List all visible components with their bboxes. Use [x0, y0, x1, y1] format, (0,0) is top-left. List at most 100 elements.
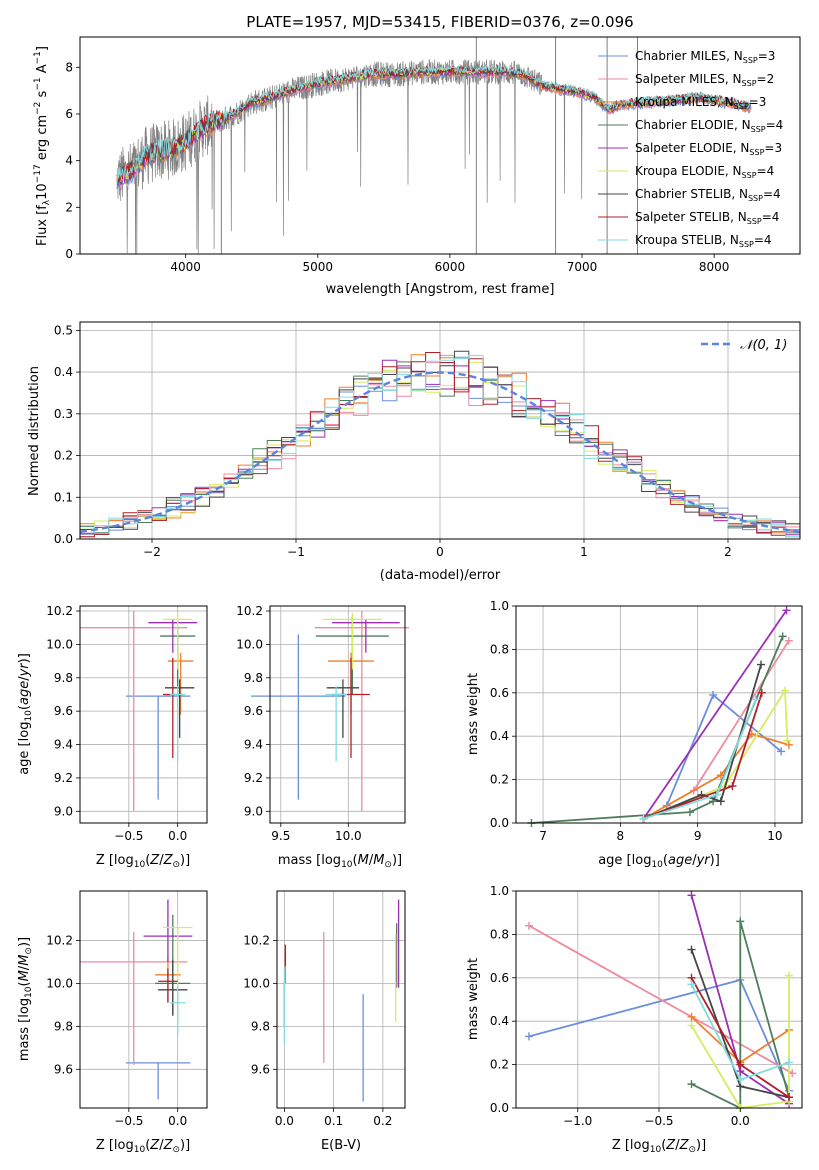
residuals-panel: −2 −1 0 1 2 0.0 0.1 0.2 0.3 0.4 0.5 (data-model)/e… [27, 321, 801, 583]
spectrum-xlabel: wavelength [Angstrom, rest frame] [326, 282, 555, 297]
residuals-xtick-label: 1 [580, 545, 588, 559]
residuals-ytick-label: 0.0 [54, 532, 73, 546]
weight-vs-age-point-marker [751, 695, 760, 704]
weight-vs-Z-xlabel: Z [log10(Z/Z⊙)] [612, 1138, 706, 1155]
weight-vs-age-xtick-label: 8 [617, 829, 625, 843]
weight-vs-Z-series-line [690, 975, 790, 1109]
mass-vs-EBV-ytick-label: 9.6 [251, 1062, 270, 1076]
legend-label: Salpeter STELIB, NSSP=4 [635, 210, 779, 226]
weight-vs-Z-ytick-label: 0.6 [490, 971, 509, 985]
weight-vs-age-point-marker [757, 660, 766, 669]
spectrum-traces [116, 37, 752, 254]
weight-vs-Z-panel: −1.0 −0.5 0.0 0.0 0.2 0.4 0.6 0.8 1.0 Z [log10(Z… [466, 884, 803, 1155]
weight-vs-Z-xtick-label: −0.5 [644, 1114, 673, 1128]
weight-vs-Z-point-marker [785, 1058, 793, 1067]
residuals-xtick-label: −2 [143, 545, 161, 559]
residuals-ytick-label: 0.2 [54, 449, 73, 463]
spectrum-ytick-label: 4 [65, 154, 73, 168]
weight-vs-Z-ylabel: mass weight [466, 958, 481, 1040]
age-vs-Z-ytick-label: 9.2 [54, 771, 73, 785]
mass-vs-Z-ytick-label: 9.8 [54, 1019, 73, 1033]
mass-vs-EBV-panel: 0.0 0.1 0.2 9.6 9.8 10.0 10.2 E(B-V) [243, 890, 406, 1153]
weight-vs-Z-point-marker [687, 980, 696, 989]
weight-vs-age-series-line [642, 609, 788, 820]
normal-curve-line [80, 371, 800, 533]
residual-histogram-step [80, 359, 800, 538]
age-vs-Z-ytick-label: 9.6 [54, 704, 73, 718]
weight-vs-age-ytick-label: 1.0 [490, 599, 509, 613]
age-vs-mass-ytick-label: 9.6 [244, 704, 263, 718]
weight-vs-age-point-marker [685, 808, 694, 817]
spectrum-xtick-label: 5000 [303, 260, 334, 274]
weight-vs-age-xtick-label: 9 [694, 829, 702, 843]
spectrum-legend: Chabrier MILES, NSSP=3 Salpeter MILES, NS… [598, 49, 783, 249]
weight-vs-Z-series-line [691, 921, 790, 1110]
mass-vs-Z-xtick-label: −0.5 [114, 1114, 143, 1128]
weight-vs-age-point-marker [784, 740, 793, 749]
age-vs-Z-ylabel: age [log10(age/yr)] [17, 653, 34, 775]
residuals-xtick-label: −1 [287, 545, 305, 559]
weight-vs-Z-point-marker [736, 1075, 745, 1084]
legend-label: Salpeter ELODIE, NSSP=3 [635, 141, 782, 157]
weight-vs-Z-xtick-label: 0.0 [731, 1114, 750, 1128]
weight-vs-age-point-marker [777, 747, 786, 756]
legend-label: Kroupa MILES, NSSP=3 [635, 95, 766, 111]
weight-vs-age-ytick-label: 0.6 [490, 686, 509, 700]
figure-title: PLATE=1957, MJD=53415, FIBERID=0376, z=0… [246, 13, 633, 31]
legend-label: Kroupa STELIB, NSSP=4 [635, 233, 772, 249]
mass-vs-EBV-xtick-label: 0.2 [373, 1114, 392, 1128]
weight-vs-Z-point-marker [687, 891, 696, 900]
age-vs-mass-ytick-label: 10.0 [236, 637, 263, 651]
legend-label: Chabrier ELODIE, NSSP=4 [635, 118, 783, 134]
weight-vs-Z-ytick-label: 0.4 [490, 1014, 509, 1028]
weight-vs-Z-ytick-label: 0.0 [490, 1101, 509, 1115]
model-spectrum-line [116, 64, 751, 185]
residuals-ytick-label: 0.4 [54, 365, 73, 379]
age-vs-mass-xtick-label: 10.0 [335, 829, 362, 843]
weight-vs-age-ytick-label: 0.4 [490, 729, 509, 743]
residuals-xlabel: (data-model)/error [380, 568, 501, 583]
legend-label: Kroupa ELODIE, NSSP=4 [635, 164, 774, 180]
spectrum-panel: 4000 5000 6000 7000 8000 0 2 4 6 8 wavelength [An… [33, 36, 801, 297]
mass-vs-Z-xlabel: Z [log10(Z/Z⊙)] [96, 1138, 190, 1155]
mass-vs-EBV-xtick-label: 0.0 [275, 1114, 294, 1128]
weight-vs-age-series-line [643, 732, 790, 820]
residuals-xtick-label: 2 [724, 545, 732, 559]
mass-vs-EBV-xtick-label: 0.1 [324, 1114, 343, 1128]
age-vs-mass-ytick-label: 9.4 [244, 738, 263, 752]
age-vs-mass-ytick-label: 9.8 [244, 671, 263, 685]
residual-histogram-step [80, 354, 800, 538]
mass-vs-EBV-ytick-label: 10.2 [243, 933, 270, 947]
legend-label: Salpeter MILES, NSSP=2 [635, 72, 774, 88]
residuals-ytick-label: 0.1 [54, 490, 73, 504]
weight-vs-age-ytick-label: 0.2 [490, 773, 509, 787]
age-vs-mass-panel: 9.5 10.0 9.0 9.2 9.4 9.6 9.8 10.0 10.2 mass [log… [236, 604, 410, 870]
residuals-steps [80, 350, 800, 538]
spectrum-xtick-label: 4000 [170, 260, 201, 274]
weight-vs-age-point-marker [783, 736, 792, 745]
weight-vs-Z-point-marker [736, 917, 745, 926]
age-vs-mass-ytick-label: 10.2 [236, 604, 263, 618]
weight-vs-Z-point-marker [687, 1021, 696, 1030]
weight-vs-age-point-marker [728, 782, 737, 791]
weight-vs-age-point-marker [784, 636, 793, 645]
age-vs-mass-ytick-label: 9.2 [244, 771, 263, 785]
weight-vs-Z-point-marker [525, 1032, 533, 1041]
mass-vs-Z-ylabel: mass [log10(M/M⊙)] [17, 937, 34, 1061]
age-vs-mass-xtick-label: 9.5 [271, 829, 290, 843]
weight-vs-age-point-marker [712, 790, 721, 799]
mass-vs-EBV-xlabel: E(B-V) [321, 1138, 361, 1153]
residuals-ytick-label: 0.3 [54, 407, 73, 421]
weight-vs-age-point-marker [778, 632, 787, 641]
residuals-xtick-label: 0 [436, 545, 444, 559]
weight-vs-Z-point-marker [687, 1080, 696, 1089]
age-vs-Z-ytick-label: 10.0 [46, 637, 73, 651]
mass-vs-Z-ytick-label: 10.0 [46, 976, 73, 990]
weight-vs-age-series-line [693, 640, 790, 791]
legend-label: Chabrier MILES, NSSP=3 [635, 49, 775, 65]
residuals-ytick-label: 0.5 [54, 323, 73, 337]
mass-vs-Z-ytick-label: 10.2 [46, 933, 73, 947]
weight-vs-age-point-marker [780, 686, 789, 695]
spectrum-xtick-label: 7000 [567, 260, 598, 274]
spectrum-xtick-label: 6000 [435, 260, 466, 274]
